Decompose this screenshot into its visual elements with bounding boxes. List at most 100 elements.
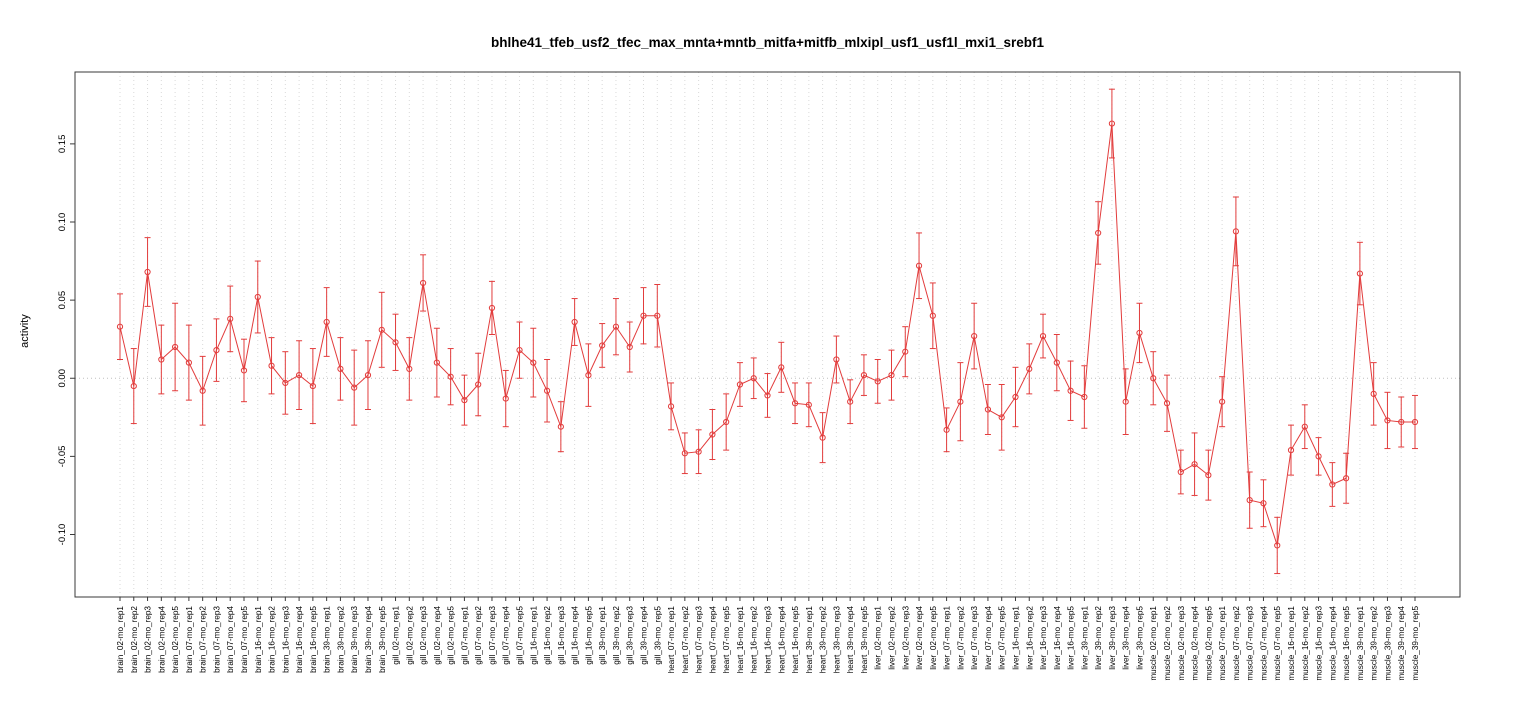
- x-tick-label: gill_16-mo_rep3: [557, 606, 566, 665]
- data-point: [1026, 365, 1033, 372]
- data-point: [516, 347, 523, 354]
- x-tick-label: brain_02-mo_rep4: [157, 606, 166, 673]
- data-point: [750, 375, 757, 382]
- x-tick-label: liver_07-mo_rep3: [970, 606, 979, 670]
- data-point: [1301, 423, 1308, 430]
- x-tick-label: liver_16-mo_rep4: [1053, 606, 1062, 670]
- x-tick-label: gill_16-mo_rep2: [543, 606, 552, 665]
- data-point: [585, 372, 592, 379]
- data-point: [1177, 468, 1184, 476]
- y-tick-label: 0.10: [57, 213, 68, 232]
- x-tick-label: gill_16-mo_rep5: [584, 606, 593, 665]
- data-point: [998, 414, 1005, 421]
- data-point: [419, 279, 427, 287]
- data-point: [144, 268, 151, 276]
- x-tick-label: liver_02-mo_rep5: [929, 606, 938, 670]
- x-tick-label: liver_39-mo_rep5: [1135, 606, 1144, 670]
- series-line: [119, 123, 1415, 546]
- data-point: [461, 397, 468, 404]
- data-point: [158, 356, 165, 363]
- x-tick-label: liver_02-mo_rep1: [874, 606, 883, 670]
- data-point: [1411, 418, 1419, 426]
- x-tick-label: gill_02-mo_rep1: [392, 606, 401, 665]
- data-point: [378, 326, 385, 333]
- data-point: [364, 372, 372, 379]
- x-tick-label: liver_39-mo_rep1: [1080, 606, 1089, 670]
- x-tick-label: gill_39-mo_rep1: [598, 606, 607, 665]
- data-point: [406, 365, 413, 372]
- x-tick-label: gill_07-mo_rep4: [502, 606, 511, 665]
- data-point: [530, 359, 537, 366]
- x-tick-label: heart_39-mo_rep1: [805, 606, 814, 674]
- x-tick-label: muscle_07-mo_rep2: [1232, 606, 1241, 681]
- data-point: [874, 378, 881, 385]
- data-point: [971, 332, 978, 340]
- data-point: [1108, 120, 1116, 127]
- x-tick-label: heart_16-mo_rep3: [764, 606, 773, 674]
- data-point: [902, 348, 909, 355]
- data-point: [254, 293, 261, 301]
- data-point: [1039, 332, 1047, 340]
- data-point: [337, 365, 344, 372]
- y-tick-label: -0.10: [57, 524, 68, 546]
- data-point: [1356, 270, 1363, 277]
- data-point: [502, 395, 509, 402]
- data-point: [1205, 472, 1212, 479]
- x-tick-label: brain_39-mo_rep1: [323, 606, 332, 673]
- data-point: [929, 312, 936, 319]
- x-tick-label: brain_16-mo_rep5: [309, 606, 318, 673]
- x-tick-label: muscle_02-mo_rep1: [1149, 606, 1158, 681]
- data-point: [1370, 390, 1377, 397]
- data-point: [116, 323, 124, 330]
- x-tick-label: muscle_02-mo_rep3: [1177, 606, 1186, 681]
- y-tick-label: -0.05: [57, 446, 68, 468]
- data-point: [1329, 481, 1336, 488]
- x-tick-label: liver_02-mo_rep3: [901, 606, 910, 670]
- data-point: [351, 384, 358, 391]
- x-tick-label: gill_39-mo_rep3: [626, 606, 635, 665]
- x-tick-label: brain_02-mo_rep1: [116, 606, 125, 673]
- x-tick-label: muscle_16-mo_rep4: [1328, 606, 1337, 681]
- x-tick-label: muscle_16-mo_rep2: [1301, 606, 1310, 681]
- data-point: [957, 398, 964, 405]
- y-tick-label: 0.05: [57, 291, 68, 310]
- x-tick-label: brain_02-mo_rep5: [171, 606, 180, 673]
- x-tick-label: muscle_39-mo_rep2: [1370, 606, 1379, 681]
- data-point: [172, 343, 179, 351]
- data-point: [199, 387, 206, 394]
- x-tick-label: muscle_39-mo_rep5: [1411, 606, 1420, 681]
- x-tick-label: liver_07-mo_rep1: [943, 606, 952, 670]
- x-tick-label: gill_39-mo_rep2: [612, 606, 621, 665]
- plot-box: [74, 71, 1461, 598]
- data-point: [1232, 228, 1240, 235]
- x-tick-label: heart_39-mo_rep4: [846, 606, 855, 674]
- data-point: [1122, 398, 1129, 405]
- x-tick-label: heart_07-mo_rep5: [722, 606, 731, 674]
- x-tick-label: heart_07-mo_rep2: [681, 606, 690, 674]
- data-point: [268, 362, 275, 369]
- x-tick-label: brain_07-mo_rep2: [199, 606, 208, 673]
- data-point: [695, 448, 702, 455]
- data-point: [599, 342, 606, 349]
- x-tick-label: brain_39-mo_rep5: [378, 606, 387, 673]
- x-tick-label: brain_07-mo_rep1: [185, 606, 194, 673]
- x-tick-label: muscle_07-mo_rep5: [1273, 606, 1282, 681]
- data-point: [309, 382, 316, 390]
- x-tick-label: heart_16-mo_rep1: [736, 606, 745, 674]
- data-point: [1315, 453, 1322, 460]
- data-point: [1384, 417, 1391, 424]
- x-tick-label: heart_07-mo_rep1: [667, 606, 676, 674]
- x-tick-label: muscle_07-mo_rep4: [1259, 606, 1268, 681]
- x-tick-label: heart_07-mo_rep3: [695, 606, 704, 674]
- x-tick-label: heart_16-mo_rep2: [750, 606, 759, 674]
- x-tick-label: brain_02-mo_rep3: [144, 606, 153, 673]
- x-tick-label: muscle_07-mo_rep3: [1246, 606, 1255, 681]
- data-point: [1150, 375, 1157, 382]
- x-tick-label: gill_07-mo_rep3: [488, 606, 497, 665]
- x-tick-label: muscle_07-mo_rep1: [1218, 606, 1227, 681]
- data-point: [185, 359, 192, 366]
- data-point: [240, 367, 248, 374]
- x-tick-label: liver_16-mo_rep1: [1011, 606, 1020, 670]
- data-point: [433, 359, 440, 366]
